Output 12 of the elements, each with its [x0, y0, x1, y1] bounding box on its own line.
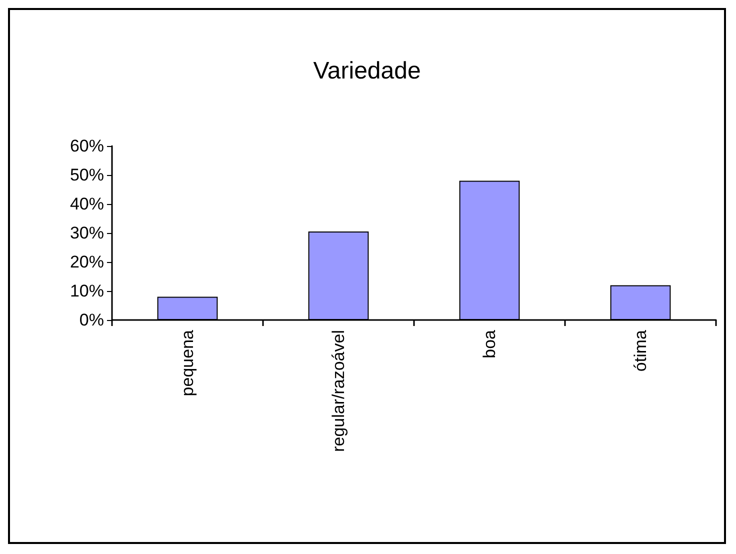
y-tick-label: 60%	[70, 136, 104, 156]
x-tick-label: pequena	[178, 329, 197, 396]
chart-title: Variedade	[313, 58, 421, 84]
y-tick-label: 40%	[70, 194, 104, 214]
y-tick-label: 0%	[79, 310, 104, 330]
x-tick-label: ótima	[631, 329, 650, 372]
y-tick-label: 10%	[70, 282, 104, 300]
y-tick-label: 20%	[70, 252, 104, 272]
y-tick-label: 30%	[70, 224, 104, 242]
x-tick-label: regular/razoável	[329, 330, 348, 452]
x-tick-label: boa	[480, 329, 499, 358]
y-tick-label: 50%	[70, 166, 104, 184]
